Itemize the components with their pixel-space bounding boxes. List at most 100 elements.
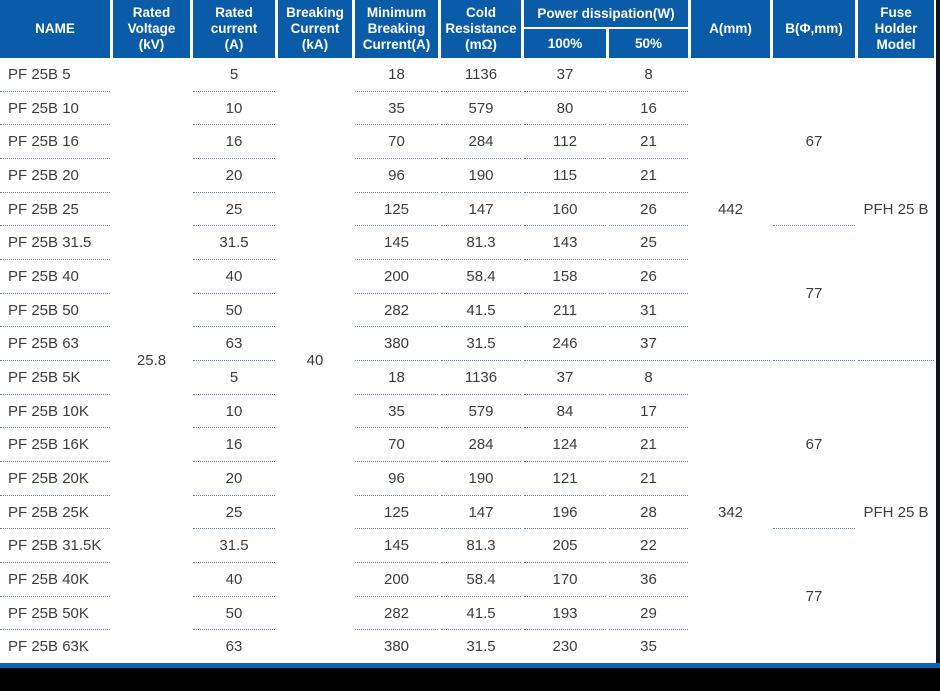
cell-name: PF 25B 20K <box>0 462 110 496</box>
cell-cold-resistance: 58.4 <box>441 563 521 597</box>
cell-rated-current: 50 <box>193 597 275 631</box>
cell-cold-resistance: 81.3 <box>441 226 521 261</box>
cell-rated-current: 20 <box>193 462 275 496</box>
cell-power-100: 115 <box>524 159 606 193</box>
cell-power-50: 8 <box>609 361 688 395</box>
cell-a-mm-group2: 342 <box>717 503 744 521</box>
cell-fuse-holder-group1: PFH 25 B <box>858 58 934 361</box>
cell-power-50: 16 <box>609 92 688 126</box>
column-cold-resistance: 1136 579 284 190 147 81.3 58.4 41.5 31.5… <box>441 58 521 663</box>
cell-name: PF 25B 63K <box>8 638 89 656</box>
cell-power-50: 22 <box>609 529 688 564</box>
cell-power-100: 143 <box>524 226 606 261</box>
cell-min-breaking: 18 <box>355 361 438 395</box>
cell-name: PF 25B 63 <box>0 327 110 362</box>
cell-fuse-holder-group2: PFH 25 B <box>863 503 929 521</box>
cell-rated-current: 5 <box>193 361 275 395</box>
header-power-100: 100% <box>524 29 606 58</box>
cell-power-100: 211 <box>524 294 606 328</box>
cell-power-50: 37 <box>609 327 688 362</box>
column-b-mm: 67 77 67 77 <box>773 58 855 663</box>
cell-power-50: 29 <box>609 597 688 631</box>
cell-rated-current: 20 <box>193 159 275 193</box>
table-bottom-rule <box>0 663 940 668</box>
cell-min-breaking: 380 <box>383 638 410 656</box>
cell-name: PF 25B 5K <box>0 361 110 395</box>
cell-power-50: 21 <box>609 125 688 160</box>
cell-power-100: 84 <box>524 395 606 429</box>
cell-min-breaking: 380 <box>355 327 438 362</box>
cell-min-breaking: 70 <box>355 125 438 160</box>
cell-cold-resistance: 147 <box>441 193 521 227</box>
cell-rated-current: 31.5 <box>193 529 275 564</box>
cell-name: PF 25B 5 <box>0 58 110 92</box>
cell-power-50: 21 <box>609 159 688 193</box>
header-power-50: 50% <box>609 29 688 58</box>
header-power-subcolumns: 100% 50% <box>524 29 688 58</box>
header-cold-resistance: Cold Resistance (mΩ) <box>441 0 521 58</box>
cell-name: PF 25B 31.5 <box>0 226 110 261</box>
cell-power-50: 36 <box>609 563 688 597</box>
cell-power-50: 26 <box>609 193 688 227</box>
cell-rated-voltage: 25.8 <box>136 352 167 369</box>
cell-cold-resistance: 41.5 <box>441 294 521 328</box>
cell-min-breaking: 200 <box>355 563 438 597</box>
cell-rated-current: 5 <box>193 58 275 92</box>
header-fuse-holder: Fuse Holder Model <box>858 0 934 58</box>
cell-power-100: 170 <box>524 563 606 597</box>
cell-cold-resistance: 190 <box>441 462 521 496</box>
header-name: NAME <box>0 0 110 58</box>
cell-rated-current: 50 <box>193 294 275 328</box>
column-name: PF 25B 5 PF 25B 10 PF 25B 16 PF 25B 20 P… <box>0 58 110 663</box>
cell-b-mm-group1: 67 <box>773 58 855 227</box>
cell-min-breaking: 96 <box>355 462 438 496</box>
cell-name: PF 25B 20 <box>0 159 110 193</box>
cell-power-100: 37 <box>524 361 606 395</box>
cell-name: PF 25B 16K <box>0 428 110 463</box>
cell-cold-resistance: 41.5 <box>441 597 521 631</box>
cell-cold-resistance: 1136 <box>441 361 521 395</box>
cell-min-breaking: 35 <box>355 92 438 126</box>
column-a-mm: 442 342 <box>691 58 770 663</box>
column-breaking-current: 40 <box>278 58 352 663</box>
cell-power-50: 25 <box>609 226 688 261</box>
cell-rated-current: 63 <box>225 638 243 656</box>
cell-min-breaking: 282 <box>355 294 438 328</box>
cell-power-100: 112 <box>524 125 606 160</box>
cell-rated-current: 16 <box>193 428 275 463</box>
cell-power-50: 26 <box>609 260 688 294</box>
cell-name: PF 25B 16 <box>0 125 110 160</box>
cell-cold-resistance: 190 <box>441 159 521 193</box>
column-power-50: 8 16 21 21 26 25 26 31 37 8 17 21 21 28 … <box>609 58 688 663</box>
cell-power-100: 158 <box>524 260 606 294</box>
cell-min-breaking: 145 <box>355 226 438 261</box>
cell-name: PF 25B 25 <box>0 193 110 227</box>
cell-cold-resistance: 31.5 <box>441 327 521 362</box>
cell-power-50: 21 <box>609 428 688 463</box>
cell-rated-current: 10 <box>193 92 275 126</box>
cell-cold-resistance: 81.3 <box>441 529 521 564</box>
cell-power-50: 31 <box>609 294 688 328</box>
cell-min-breaking: 18 <box>355 58 438 92</box>
cell-cold-resistance: 579 <box>441 92 521 126</box>
header-rated-voltage: Rated Voltage (kV) <box>113 0 190 58</box>
cell-cold-resistance: 1136 <box>441 58 521 92</box>
header-breaking-current: Breaking Current (kA) <box>278 0 352 58</box>
cell-rated-current: 25 <box>193 193 275 227</box>
cell-rated-current: 16 <box>193 125 275 160</box>
cell-min-breaking: 125 <box>355 193 438 227</box>
cell-rated-current: 10 <box>193 395 275 429</box>
cell-power-100: 160 <box>524 193 606 227</box>
cell-power-100: 230 <box>552 638 578 656</box>
cell-a-mm-group1: 442 <box>691 58 770 361</box>
footer-strip <box>0 668 940 691</box>
cell-rated-current: 31.5 <box>193 226 275 261</box>
cell-cold-resistance: 58.4 <box>441 260 521 294</box>
column-min-breaking-current: 18 35 70 96 125 145 200 282 380 18 35 70… <box>355 58 438 663</box>
column-power-100: 37 80 112 115 160 143 158 211 246 37 84 … <box>524 58 606 663</box>
cell-power-100: 193 <box>524 597 606 631</box>
cell-name: PF 25B 40 <box>0 260 110 294</box>
cell-name: PF 25B 25K <box>0 496 110 530</box>
header-b-mm: B(Φ,mm) <box>773 0 855 58</box>
